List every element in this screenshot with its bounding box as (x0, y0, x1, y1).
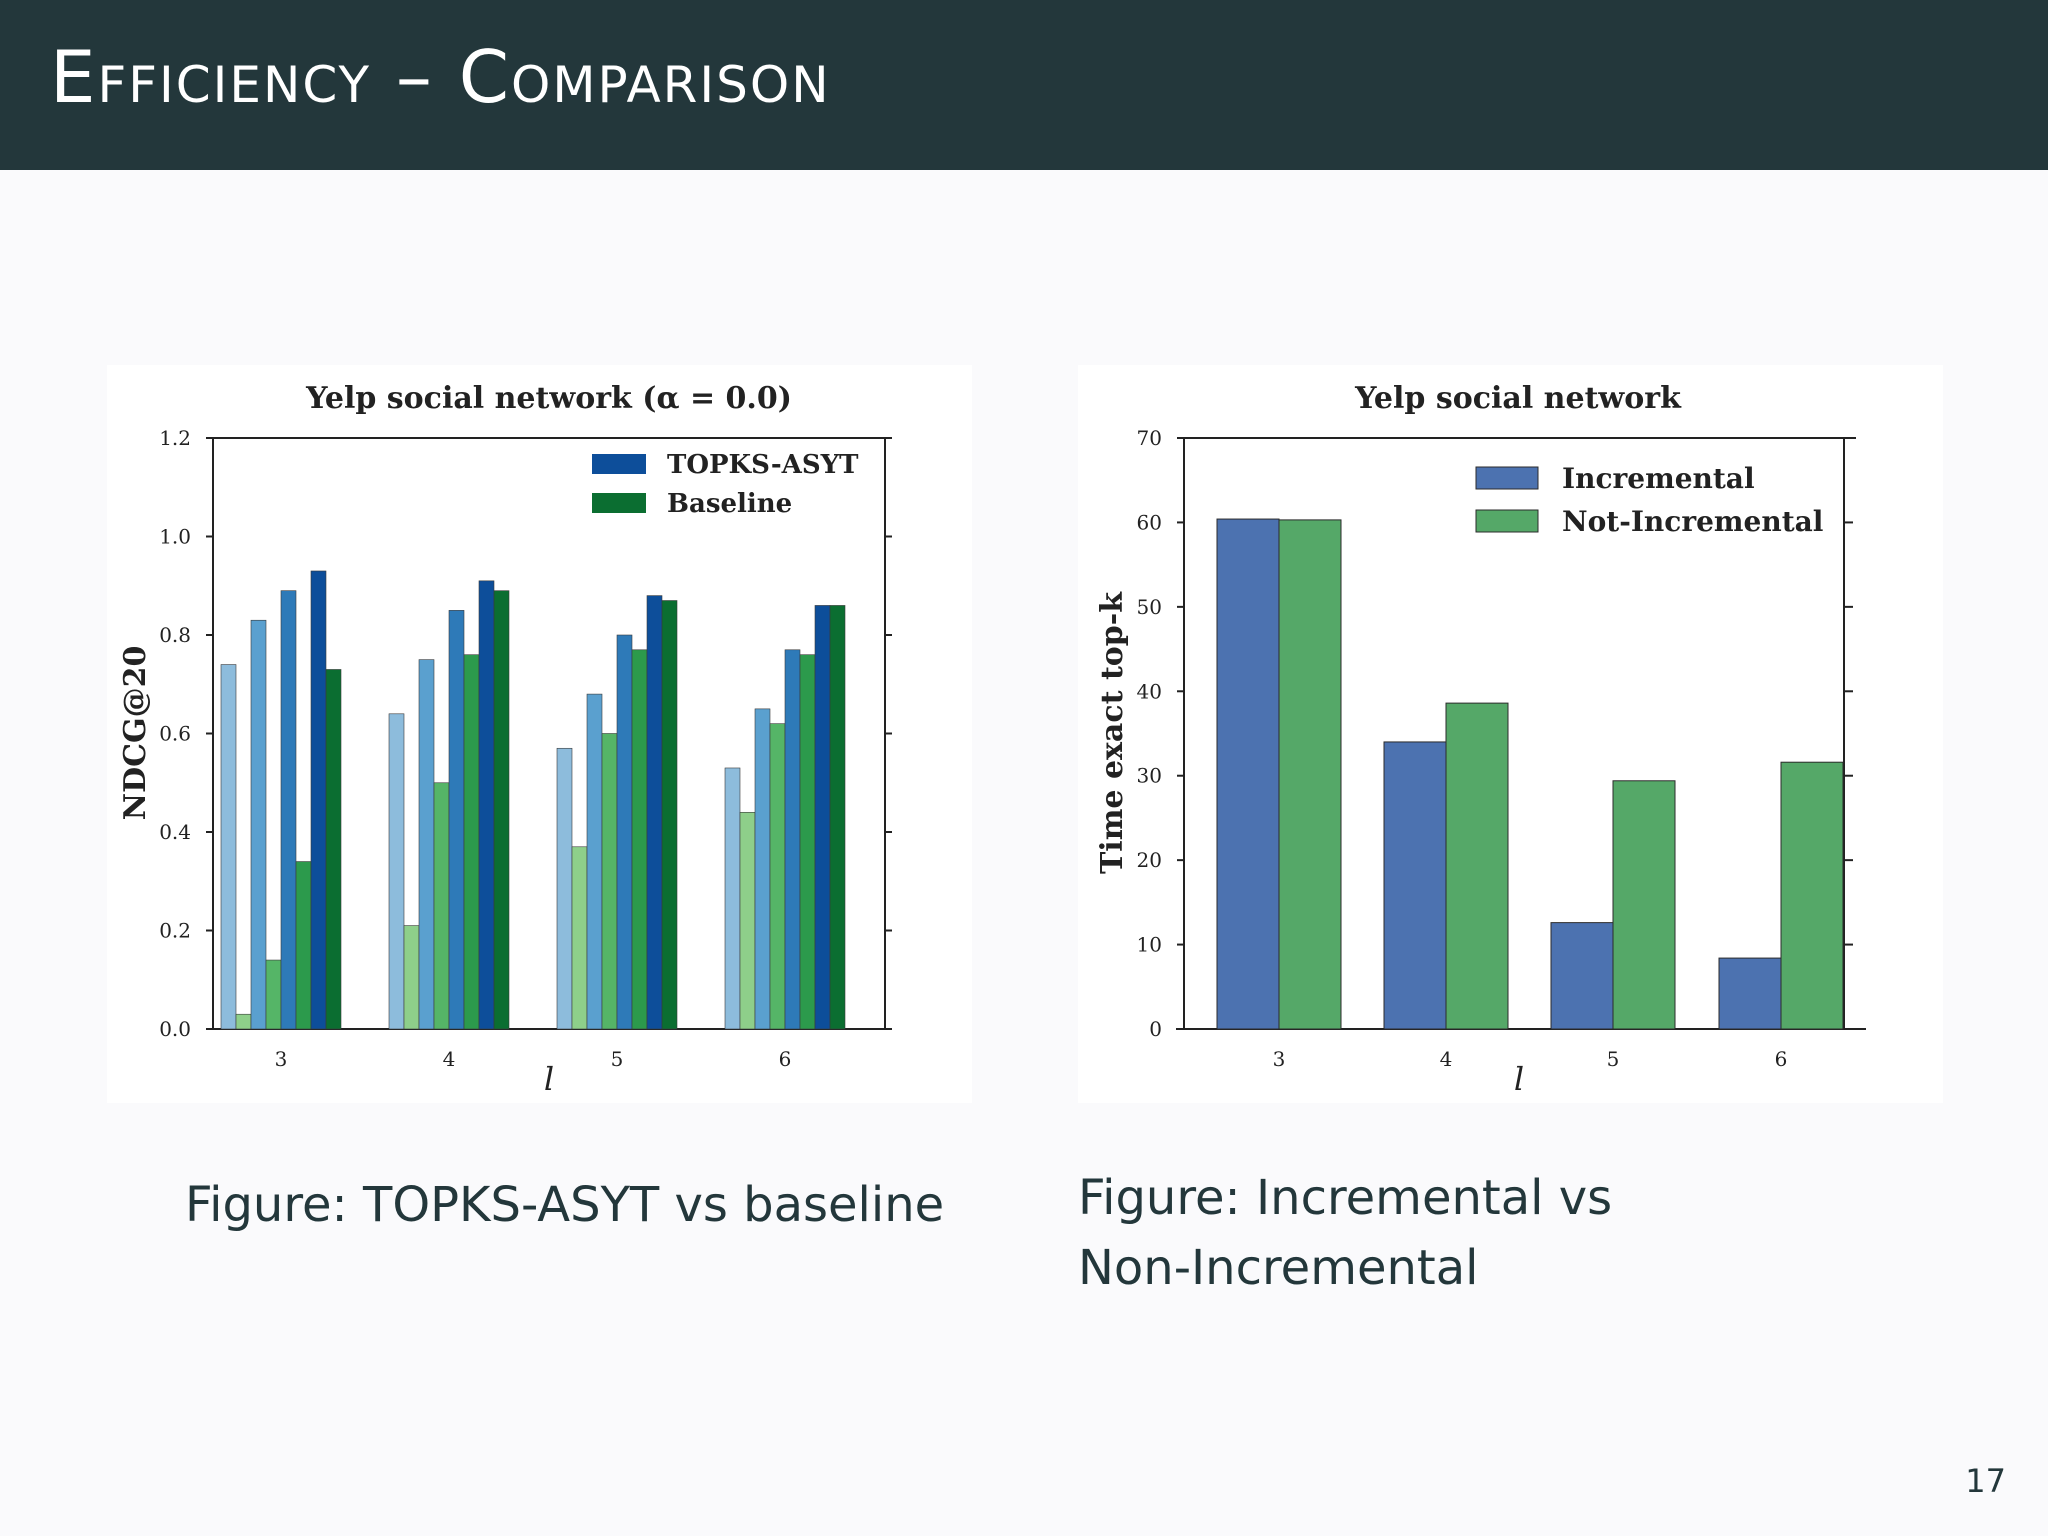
x-tick-label: 3 (275, 1047, 288, 1071)
bar (769, 723, 786, 1030)
x-tick-label: 4 (1440, 1047, 1453, 1071)
x-axis-label: l (544, 1060, 554, 1098)
x-tick-label: 5 (1607, 1047, 1620, 1071)
bar (235, 1013, 252, 1030)
caption-left: Figure: TOPKS-ASYT vs baseline (185, 1170, 945, 1240)
y-tick-label: 1.2 (159, 426, 191, 450)
y-tick-label: 1.0 (159, 525, 191, 549)
bar (799, 654, 816, 1030)
bar (265, 959, 282, 1030)
y-tick-label: 40 (1137, 679, 1162, 703)
x-tick-label: 6 (1775, 1047, 1788, 1071)
bar (829, 605, 846, 1030)
bar (1550, 922, 1614, 1030)
bar (388, 713, 405, 1030)
caption-right-text: Incremental vs Non-Incremental (1078, 1170, 1613, 1296)
bar (418, 659, 435, 1030)
y-tick-label: 10 (1137, 933, 1162, 957)
bar (1718, 957, 1782, 1030)
bar (1780, 761, 1844, 1030)
legend-label: TOPKS-ASYT (667, 450, 859, 480)
bar (814, 605, 831, 1030)
bar (310, 570, 327, 1030)
x-tick-label: 4 (443, 1047, 456, 1071)
caption-left-text: TOPKS-ASYT vs baseline (363, 1177, 945, 1233)
bar (1383, 741, 1447, 1030)
bar (478, 580, 495, 1030)
bar (250, 619, 267, 1030)
y-tick-label: 0.0 (159, 1017, 191, 1041)
page-number: 17 (1965, 1462, 2006, 1500)
bar (448, 610, 465, 1030)
bar (295, 861, 312, 1030)
bar (403, 925, 420, 1030)
x-axis-label: l (1514, 1060, 1524, 1098)
caption-right: Figure: Incremental vs Non-Incremental (1078, 1163, 1638, 1303)
bar (463, 654, 480, 1030)
bar (280, 590, 297, 1030)
bar (724, 767, 741, 1030)
legend-swatch (592, 493, 646, 513)
y-axis-label: Time exact top-k (1095, 591, 1130, 874)
bar (1216, 518, 1280, 1030)
time-bar-chart: 0 10 20 30 40 50 60 70 3 4 5 6 Yelp social network l T… (1095, 381, 1866, 1098)
y-tick-label: 0.6 (159, 722, 191, 746)
y-tick-label: 50 (1137, 595, 1162, 619)
y-tick-label: 20 (1137, 848, 1162, 872)
y-tick-label: 30 (1137, 764, 1162, 788)
x-tick-label: 6 (779, 1047, 792, 1071)
bar (616, 634, 633, 1030)
caption-left-label: Figure: (185, 1177, 348, 1233)
chart-title: Yelp social network (1354, 381, 1682, 416)
legend-swatch (592, 454, 646, 474)
x-tick-label: 5 (611, 1047, 624, 1071)
y-tick-label: 60 (1137, 510, 1162, 534)
y-tick-label: 0 (1149, 1017, 1162, 1041)
bar (493, 590, 510, 1030)
bar (220, 664, 237, 1030)
bar (1612, 780, 1676, 1030)
legend-swatch (1475, 509, 1539, 533)
x-tick-label: 3 (1273, 1047, 1286, 1071)
bar (601, 733, 618, 1030)
bar (739, 811, 756, 1030)
chart-title: Yelp social network (α = 0.0) (305, 381, 792, 416)
y-axis-label: NDCG@20 (118, 646, 153, 821)
ndcg-bar-chart: 0.0 0.2 0.4 0.6 0.8 1.0 1.2 3 4 5 6 Yelp social net… (118, 381, 892, 1098)
legend-label: Not-Incremental (1562, 505, 1823, 538)
bar (784, 649, 801, 1030)
y-tick-label: 0.4 (159, 820, 191, 844)
bar (433, 782, 450, 1030)
caption-right-label: Figure: (1078, 1170, 1241, 1226)
bar (1445, 702, 1509, 1030)
ndcg-chart-panel: 0.0 0.2 0.4 0.6 0.8 1.0 1.2 3 4 5 6 Yelp social net… (107, 365, 972, 1103)
bar (556, 747, 573, 1030)
bar (586, 693, 603, 1030)
legend-swatch (1475, 466, 1539, 490)
time-chart-panel: 0 10 20 30 40 50 60 70 3 4 5 6 Yelp social network l T… (1078, 365, 1943, 1103)
bar (754, 708, 771, 1030)
y-tick-label: 0.2 (159, 919, 191, 943)
slide-title: Efficiency – Comparison (50, 35, 831, 119)
bar (661, 600, 678, 1030)
y-tick-label: 0.8 (159, 623, 191, 647)
legend-label: Baseline (667, 489, 792, 519)
bar (325, 669, 342, 1030)
y-tick-label: 70 (1137, 426, 1162, 450)
bar (571, 846, 588, 1030)
legend-label: Incremental (1562, 462, 1755, 495)
bar (631, 649, 648, 1030)
bar (1278, 519, 1342, 1030)
bar (646, 595, 663, 1030)
slide-header: Efficiency – Comparison (0, 0, 2048, 170)
